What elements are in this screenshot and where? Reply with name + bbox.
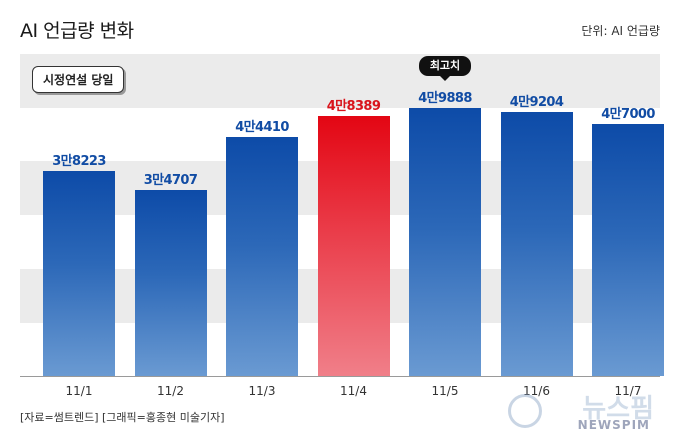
bar-11-2 bbox=[134, 189, 207, 376]
x-tick-label: 11/5 bbox=[431, 384, 459, 398]
grid-band bbox=[20, 54, 660, 108]
value-label: 3만8223 bbox=[52, 153, 106, 169]
x-tick-label: 11/7 bbox=[614, 384, 642, 398]
bar-11-4 bbox=[317, 116, 390, 376]
bar-11-7 bbox=[592, 123, 664, 376]
x-axis-line bbox=[20, 376, 660, 377]
x-tick-label: 11/4 bbox=[340, 384, 367, 398]
value-label: 4만9204 bbox=[509, 94, 564, 110]
x-tick-label: 11/2 bbox=[157, 384, 184, 398]
unit-label: 단위: AI 언급량 bbox=[581, 24, 660, 38]
value-label: 4만7000 bbox=[601, 106, 655, 122]
speech-day-note: 시정연설 당일 bbox=[32, 66, 125, 93]
chart-title: AI 언급량 변화 bbox=[20, 20, 134, 42]
source-credit: [자료=썸트렌드] [그래픽=홍종현 미술기자] bbox=[20, 411, 225, 424]
logo-emblem-icon bbox=[508, 394, 542, 428]
watermark-english: NEWSPIM bbox=[577, 418, 650, 432]
bar-11-6 bbox=[500, 111, 573, 376]
value-label: 4만8389 bbox=[326, 99, 381, 115]
value-label: 4만4410 bbox=[235, 120, 289, 136]
max-callout: 최고치 bbox=[419, 56, 471, 81]
bar-11-3 bbox=[226, 137, 298, 376]
value-label: 4만9888 bbox=[418, 91, 472, 106]
x-tick-label: 11/1 bbox=[65, 384, 93, 398]
x-tick-label: 11/3 bbox=[248, 384, 276, 398]
bar-11-5 bbox=[409, 108, 481, 376]
bar-11-1 bbox=[43, 170, 115, 376]
newspim-watermark: 뉴스핌 NEWSPIM bbox=[486, 388, 656, 434]
value-label: 3만4707 bbox=[143, 172, 198, 188]
watermark-korean: 뉴스핌 bbox=[582, 394, 654, 424]
